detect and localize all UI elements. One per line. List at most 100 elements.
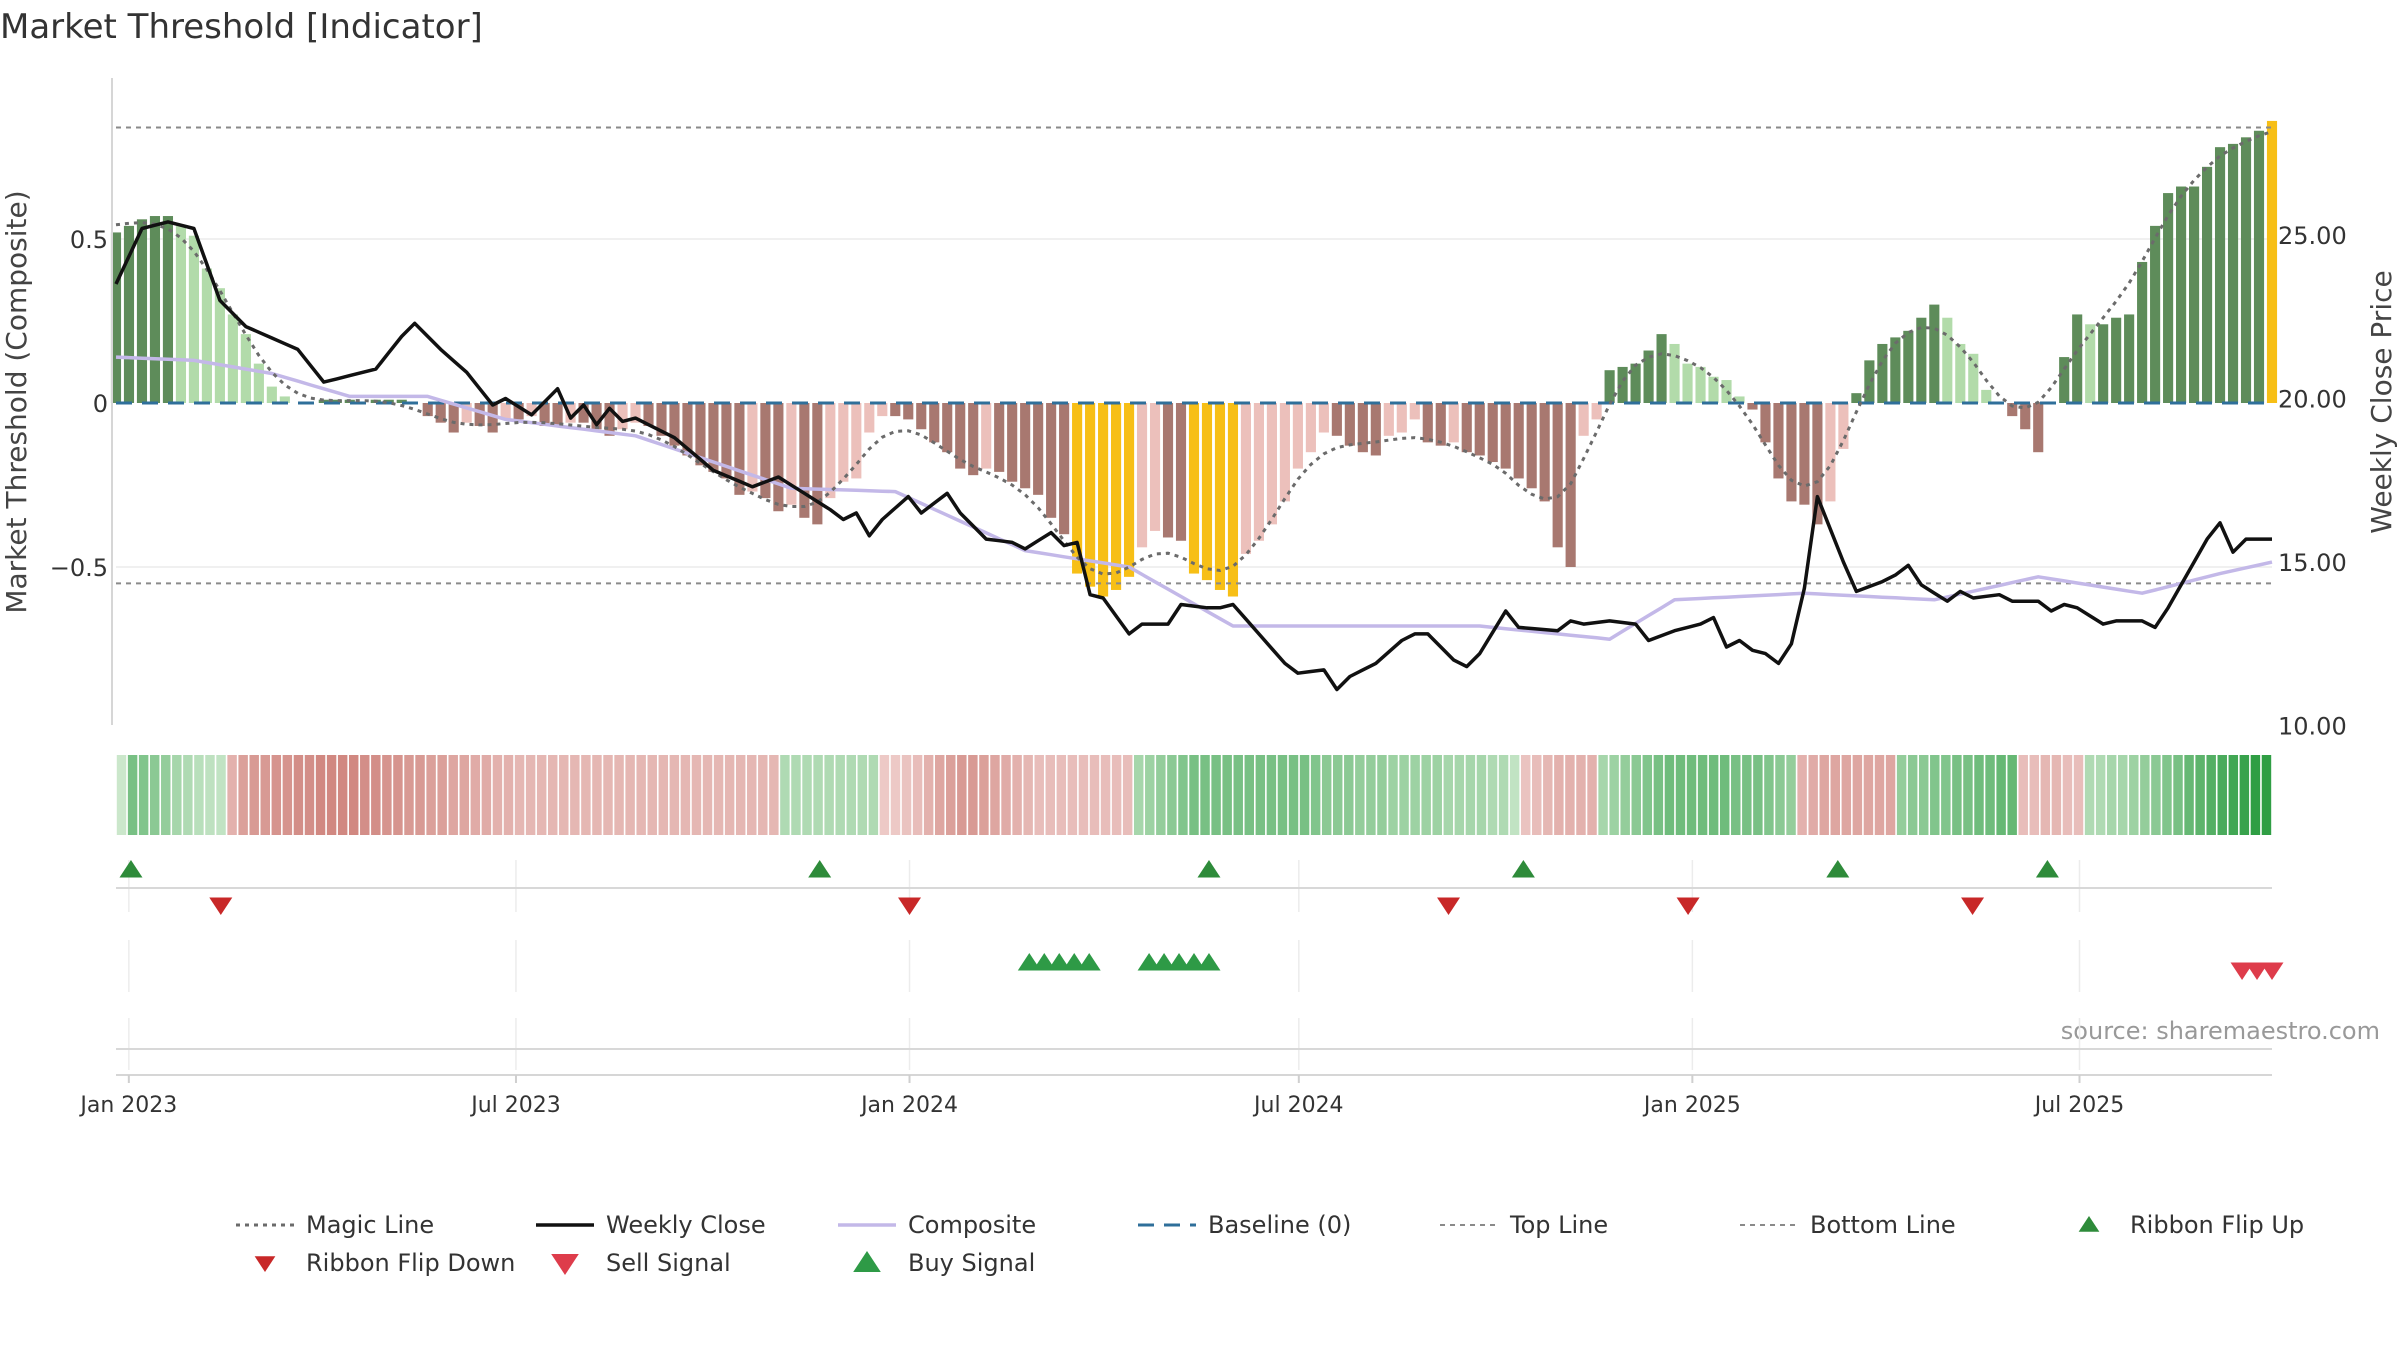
ribbon-cell: [890, 755, 901, 835]
composite-bar: [578, 403, 589, 423]
ribbon-cell: [1941, 755, 1951, 835]
ribbon-cell: [1344, 755, 1354, 835]
ribbon-cell: [1012, 755, 1022, 835]
ribbon-cell: [1167, 755, 1177, 835]
ribbon-cell: [2129, 755, 2139, 835]
composite-bar: [1020, 403, 1031, 489]
composite-bar: [1578, 403, 1589, 436]
ribbon-flip-up-marker: [808, 860, 832, 878]
legend-label: Buy Signal: [908, 1249, 1035, 1277]
ribbon-flip-down-marker: [209, 897, 233, 915]
ribbon-cell: [1708, 755, 1719, 835]
composite-bar: [682, 403, 693, 456]
ribbon-flip-up-marker: [1197, 860, 1221, 878]
ribbon-cell: [702, 755, 713, 835]
composite-bar: [1721, 380, 1732, 403]
ribbon-cell: [2106, 755, 2117, 835]
ribbon-cell: [1808, 755, 1818, 835]
ribbon-cell: [592, 755, 602, 835]
ribbon-cell: [1366, 755, 1376, 835]
buy-signal-marker: [1182, 953, 1206, 971]
y-axis-label: Market Threshold (Composite): [0, 190, 33, 613]
ribbon-cell: [1587, 755, 1597, 835]
ribbon-flip-up-marker: [2035, 860, 2059, 878]
composite-bar: [539, 403, 550, 426]
composite-bar: [565, 403, 576, 423]
ribbon-cell: [1178, 755, 1188, 835]
ribbon-cell: [2062, 755, 2073, 835]
composite-bar: [903, 403, 914, 420]
ribbon-cell: [647, 755, 657, 835]
ribbon-cell: [1609, 755, 1619, 835]
legend-item: Composite: [838, 1211, 1036, 1239]
ribbon-cell: [1133, 755, 1144, 835]
y-tick-label: 0.5: [70, 226, 108, 254]
composite-bar: [227, 314, 238, 403]
y-tick-label: 0: [93, 390, 108, 418]
composite-bar: [1734, 396, 1745, 403]
ribbon-cell: [1476, 755, 1487, 835]
composite-bar: [396, 399, 407, 403]
composite-bar: [1942, 317, 1953, 403]
ribbon-cell: [1509, 755, 1520, 835]
composite-bar: [1072, 403, 1083, 574]
ribbon-cell: [360, 755, 370, 835]
ribbon-cell: [1410, 755, 1420, 835]
legend-item: Ribbon Flip Up: [2078, 1211, 2304, 1239]
ribbon-cell: [116, 755, 127, 835]
composite-bar: [1552, 403, 1563, 548]
composite-bar: [955, 403, 966, 469]
ribbon-cell: [536, 755, 547, 835]
ribbon-cell: [912, 755, 923, 835]
y-tick-label: −0.5: [50, 554, 108, 582]
ribbon-flip-down-marker: [1676, 897, 1700, 915]
ribbon-cell: [680, 755, 691, 835]
legend-swatch: [254, 1256, 276, 1272]
composite-bar: [123, 225, 135, 403]
ribbon-cell: [503, 755, 514, 835]
ribbon-cell: [1775, 755, 1785, 835]
legend-item: Sell Signal: [551, 1249, 731, 1277]
ribbon-cell: [2140, 755, 2150, 835]
ribbon-cell: [138, 755, 149, 835]
ribbon-cell: [1266, 755, 1277, 835]
composite-bar: [1760, 403, 1771, 443]
legend-label: Baseline (0): [1208, 1211, 1351, 1239]
composite-bar: [604, 403, 615, 436]
composite-bar: [2266, 120, 2278, 404]
ribbon-cell: [1333, 755, 1343, 835]
composite-bar: [279, 396, 290, 403]
x-tick-label: Jul 2025: [2033, 1093, 2125, 1118]
ribbon-cell: [1487, 755, 1498, 835]
composite-bar: [1123, 403, 1135, 577]
ribbon-cell: [769, 755, 779, 835]
ribbon-cell: [315, 755, 326, 835]
ribbon-cell: [1631, 755, 1641, 835]
composite-bar: [461, 403, 472, 423]
composite-bar: [877, 403, 888, 417]
composite-bar: [201, 268, 212, 403]
ribbon-cell: [923, 755, 934, 835]
ribbon-cell: [172, 755, 182, 835]
y2-axis-label: Weekly Close Price: [2365, 270, 2398, 533]
ribbon-cell: [691, 755, 702, 835]
ribbon-cell: [227, 755, 237, 835]
ribbon-cell: [1122, 755, 1133, 835]
ribbon-cell: [2173, 755, 2183, 835]
ribbon-cell: [371, 755, 381, 835]
ribbon-cell: [1432, 755, 1442, 835]
legend-item: Ribbon Flip Down: [254, 1249, 515, 1277]
composite-bar: [1630, 363, 1641, 403]
x-tick-label: Jul 2024: [1252, 1093, 1344, 1118]
ribbon-cell: [636, 755, 646, 835]
ribbon-cell: [625, 755, 635, 835]
buy-signal-marker: [1032, 953, 1056, 971]
ribbon-cell: [1841, 755, 1852, 835]
composite-bar: [1059, 403, 1070, 535]
composite-bar: [1292, 403, 1303, 469]
ribbon-cell: [348, 755, 359, 835]
sell-signal-marker: [2245, 962, 2269, 980]
ribbon-cell: [2095, 755, 2106, 835]
composite-bar: [266, 386, 277, 403]
ribbon-cell: [2084, 755, 2095, 835]
